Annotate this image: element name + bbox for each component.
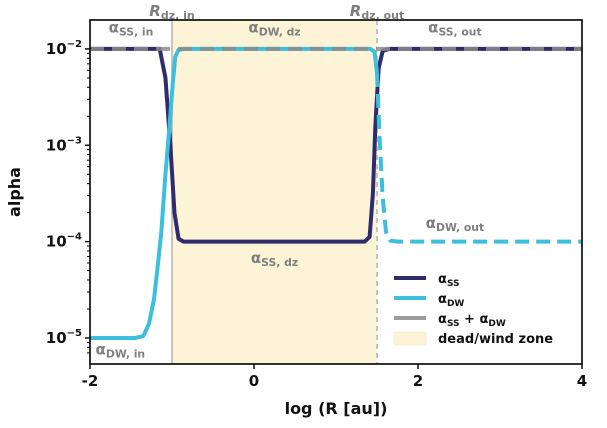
annotation-layer: αSS, in αDW, dz αSS, out αSS, dz αDW, out αDW… [96, 19, 485, 361]
region-label-5: αDW, in [96, 340, 146, 360]
legend-label-2: αSS + αDW [438, 312, 506, 329]
legend-label-1: αDW [438, 292, 464, 309]
legend-label-0: αSS [438, 272, 460, 289]
y-tick-label: 10−2 [46, 39, 82, 58]
x-tick-label: 0 [249, 372, 259, 390]
y-tick-label: 10−4 [46, 232, 82, 251]
legend-swatch-dead-zone [393, 331, 427, 346]
dead-zone-layer [172, 20, 377, 364]
plot-frame [89, 19, 583, 365]
x-tick-label: 2 [413, 372, 423, 390]
series-layer [90, 46, 582, 340]
region-label-4: αDW, out [426, 214, 484, 234]
legend-label-dead-zone: dead/wind zone [438, 332, 553, 347]
series-1-dashed-line [375, 72, 582, 244]
x-tick-label: -2 [82, 372, 99, 390]
x-axis-label: log (R [au]) [285, 399, 388, 418]
y-tick-label: 10−3 [46, 135, 82, 154]
region-label-2: αSS, out [428, 19, 482, 39]
legend: αSS αDW αSS + αDW dead/wind zone [386, 266, 576, 358]
y-tick-label: 10−5 [46, 328, 82, 347]
y-axis-label: alpha [5, 167, 24, 217]
ticks-layer: -2 0 2 4 10−5 10−4 10−3 10−2 [46, 39, 587, 390]
x-tick-label: 4 [577, 372, 587, 390]
series-0-line [90, 46, 582, 244]
region-label-0: αSS, in [109, 19, 154, 39]
dead-zone-band [172, 20, 377, 364]
vline-label-0: Rdz, in [149, 2, 194, 22]
vline-label-1: Rdz, out [350, 2, 405, 22]
region-label-1: αDW, dz [248, 19, 300, 39]
region-label-3: αSS, dz [251, 249, 298, 269]
legend-box [386, 266, 576, 358]
